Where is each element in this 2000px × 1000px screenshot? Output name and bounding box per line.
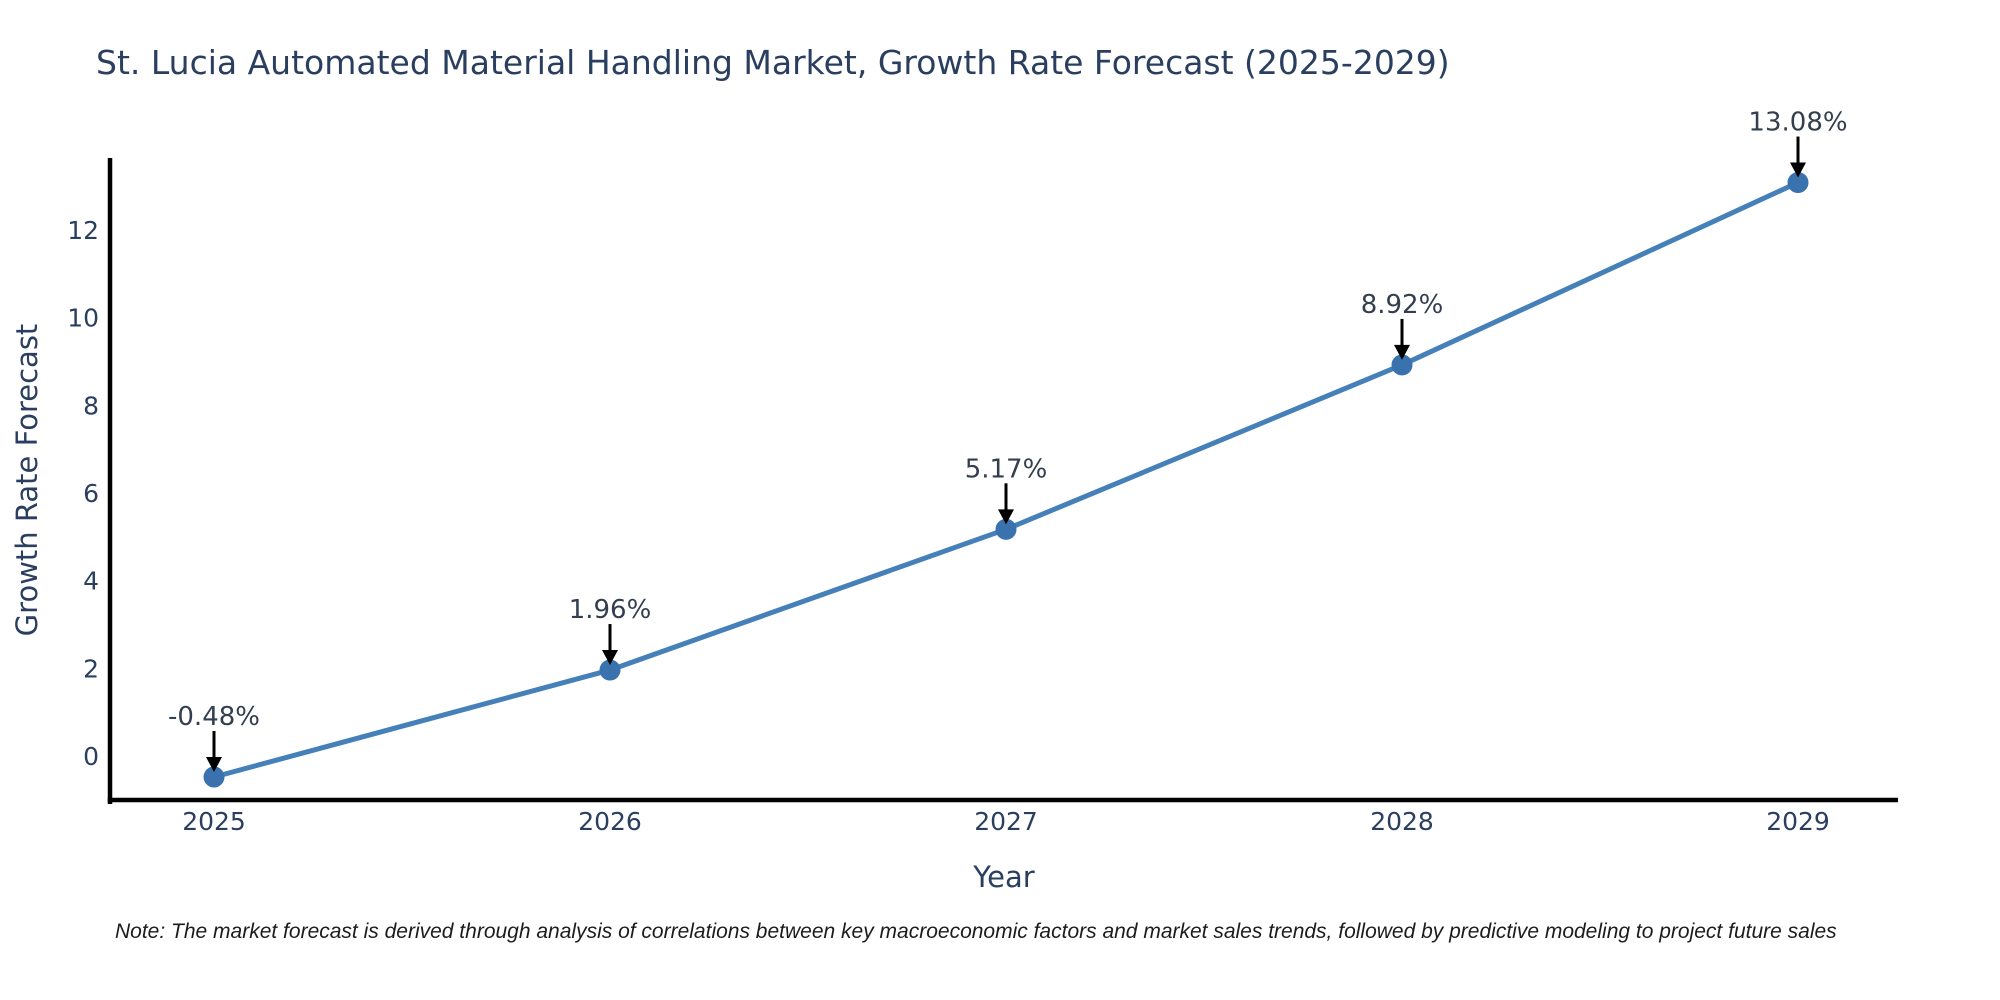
x-tick-label: 2027 [974,807,1038,836]
x-axis-title: Year [973,860,1035,894]
data-point-label: 13.08% [1748,108,1847,138]
footnote-text: Note: The market forecast is derived thr… [115,920,1837,943]
data-point-label: 5.17% [965,454,1048,484]
x-tick-label: 2029 [1766,807,1830,836]
annotation-arrow-head [206,757,222,773]
y-tick-label: 8 [83,391,99,420]
y-axis-title: Growth Rate Forecast [10,323,44,637]
data-point-marker [1391,354,1413,376]
y-tick-label: 2 [83,654,99,683]
data-point-marker [995,518,1017,540]
y-tick-label: 10 [67,304,99,333]
data-point-label: 1.96% [569,595,652,625]
data-point-marker [1787,172,1809,194]
x-tick-label: 2026 [578,807,642,836]
y-tick-label: 6 [83,479,99,508]
data-point-label: -0.48% [168,702,260,732]
data-point-marker [599,659,621,681]
y-tick-label: 4 [83,567,99,596]
y-tick-label: 0 [83,742,99,771]
y-tick-label: 12 [67,216,99,245]
data-point-marker [203,766,225,788]
annotation-arrow-head [602,650,618,666]
chart-title: St. Lucia Automated Material Handling Ma… [96,43,1450,82]
annotation-arrow-head [1790,162,1806,178]
annotation-arrow-head [998,509,1014,525]
data-point-label: 8.92% [1361,290,1444,320]
annotation-arrow-head [1394,344,1410,360]
x-tick-label: 2025 [182,807,246,836]
x-tick-label: 2028 [1370,807,1434,836]
